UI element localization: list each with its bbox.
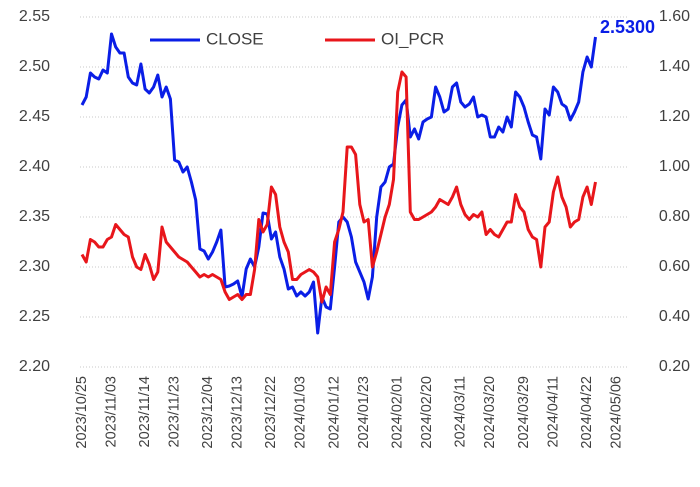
y2-tick-label: 0.40	[659, 308, 690, 325]
x-tick-label: 2023/12/04	[200, 376, 216, 449]
y2-tick-label: 1.00	[659, 158, 690, 175]
line-series	[80, 32, 597, 335]
y-tick-label: 2.35	[19, 208, 50, 225]
y2-tick-label: 1.40	[659, 58, 690, 75]
y2-tick-label: 0.80	[659, 208, 690, 225]
y-tick-label: 2.25	[19, 308, 50, 325]
x-tick-label: 2023/11/03	[103, 376, 119, 448]
y2-tick-label: 0.60	[659, 258, 690, 275]
x-tick-label: 2024/01/03	[293, 376, 309, 449]
x-tick-label: 2024/02/01	[390, 376, 406, 449]
x-tick-label: 2023/12/13	[230, 376, 246, 449]
x-tick-label: 2023/11/14	[137, 376, 153, 448]
x-tick-label: 2024/03/11	[453, 376, 469, 448]
y2-tick-label: 1.60	[659, 8, 690, 25]
x-tick-label: 2023/10/25	[74, 376, 90, 449]
x-tick-label: 2024/04/22	[579, 376, 595, 449]
y-tick-label: 2.55	[19, 8, 50, 25]
line-series	[80, 70, 597, 304]
x-tick-label: 2024/01/23	[356, 376, 372, 449]
y2-tick-label: 0.20	[659, 358, 690, 375]
x-tick-label: 2024/03/20	[482, 376, 498, 449]
x-tick-label: 2024/01/12	[326, 376, 342, 449]
x-tick-label: 2023/12/22	[263, 376, 279, 449]
x-tick-label: 2023/11/23	[166, 376, 182, 448]
x-tick-label: 2024/04/11	[545, 376, 561, 448]
legend-label: CLOSE	[206, 29, 264, 48]
y-tick-label: 2.45	[19, 108, 50, 125]
y-tick-label: 2.50	[19, 58, 50, 75]
y-tick-label: 2.40	[19, 158, 50, 175]
x-tick-label: 2024/02/20	[419, 376, 435, 449]
x-tick-label: 2024/05/06	[608, 376, 624, 449]
legend-label: OI_PCR	[381, 29, 444, 48]
annotation: 2.5300	[600, 17, 655, 37]
y2-tick-label: 1.20	[659, 108, 690, 125]
y-tick-label: 2.30	[19, 258, 50, 275]
y-tick-label: 2.20	[19, 358, 50, 375]
x-tick-label: 2024/03/29	[516, 376, 532, 449]
